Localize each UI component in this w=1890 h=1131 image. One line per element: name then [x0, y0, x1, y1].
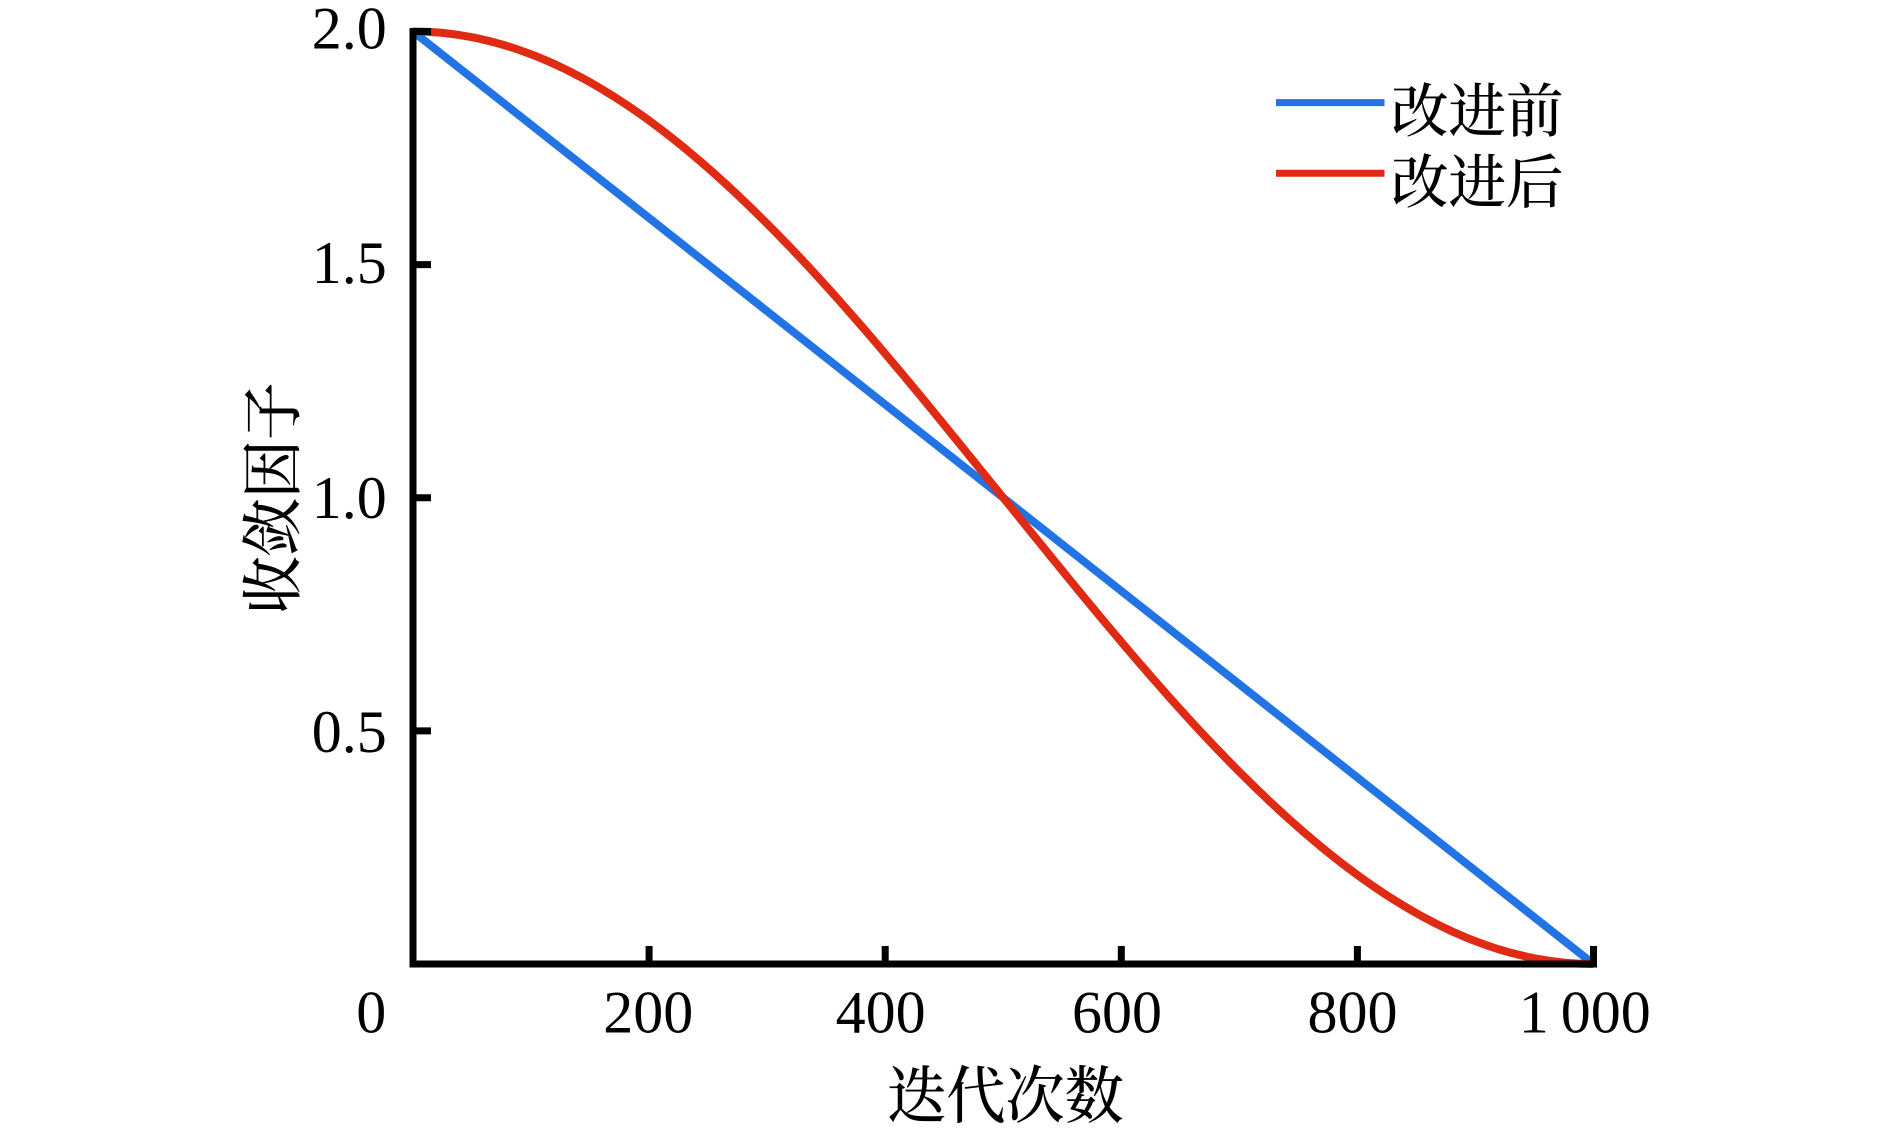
- svg-text:400: 400: [836, 979, 926, 1045]
- svg-text:1.5: 1.5: [312, 230, 387, 296]
- svg-text:0: 0: [356, 979, 386, 1045]
- svg-text:800: 800: [1308, 979, 1398, 1045]
- svg-text:1.0: 1.0: [312, 465, 387, 531]
- svg-text:2.0: 2.0: [312, 0, 387, 61]
- svg-text:600: 600: [1072, 979, 1162, 1045]
- svg-text:0.5: 0.5: [312, 699, 387, 765]
- svg-text:200: 200: [603, 979, 693, 1045]
- svg-text:1 000: 1 000: [1519, 979, 1651, 1045]
